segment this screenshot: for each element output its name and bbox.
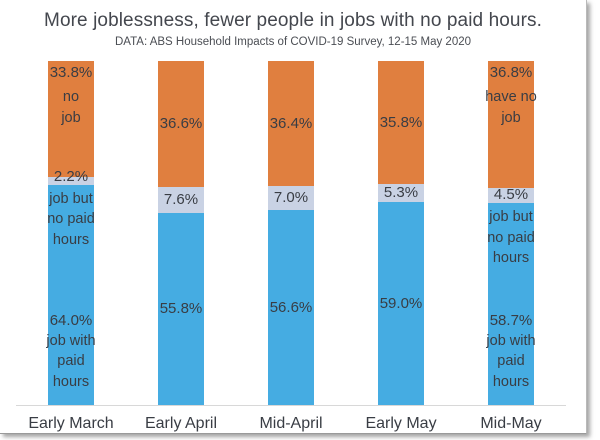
segment-job-no-paid-hours bbox=[48, 177, 94, 185]
bar-early-april: 36.6% 7.6% 55.8% bbox=[158, 61, 204, 405]
value-label-job-no-paid-hours: 4.5% bbox=[493, 186, 529, 204]
bar-mid-april: 36.4% 7.0% 56.6% bbox=[268, 61, 314, 405]
value-label-job-paid-hours: 58.7% job with paid hours bbox=[486, 311, 536, 390]
segment-job-paid-hours bbox=[268, 210, 314, 405]
segment-job-no-paid-hours bbox=[378, 184, 424, 203]
x-axis-label-early-march: Early March bbox=[28, 415, 114, 432]
segment-no-job bbox=[488, 61, 534, 188]
value-label-job-paid-hours: 64.0% job with paid hours bbox=[46, 311, 96, 390]
value-label-job-no-paid-hours: 7.0% bbox=[273, 189, 309, 207]
segment-label-no-job: no job bbox=[61, 89, 81, 126]
bar-slot: 36.4% 7.0% 56.6% bbox=[236, 61, 346, 405]
segment-job-paid-hours bbox=[48, 184, 94, 405]
segment-label-no-job: have no job bbox=[485, 89, 537, 126]
segment-job-no-paid-hours bbox=[268, 186, 314, 211]
x-axis-label-mid-april: Mid-April bbox=[259, 415, 323, 432]
bar-slot: 33.8% no job 2.2% job but no paid hours 64.0% jo… bbox=[16, 61, 126, 405]
value-label-job-no-paid-hours: 7.6% bbox=[163, 190, 199, 208]
segment-no-job bbox=[48, 61, 94, 178]
bar-slot: 35.8% 5.3% 59.0% bbox=[346, 61, 456, 405]
x-axis-label-early-may: Early May bbox=[365, 415, 437, 432]
segment-job-paid-hours bbox=[378, 202, 424, 405]
x-axis-label-early-april: Early April bbox=[144, 415, 218, 432]
segment-job-paid-hours bbox=[488, 203, 534, 405]
segment-label-job-no-paid-hours: job but no paid hours bbox=[47, 190, 95, 248]
stacked-bar-chart: 33.8% no job 2.2% job but no paid hours 64.0% jo… bbox=[16, 61, 566, 433]
x-axis-labels: Early March Early April Mid-April Early May… bbox=[16, 415, 566, 433]
plot-area: 33.8% no job 2.2% job but no paid hours 64.0% jo… bbox=[16, 61, 566, 406]
segment-no-job bbox=[378, 61, 424, 185]
value-label-job-paid-hours: 55.8% bbox=[159, 300, 203, 318]
value-label-job-no-paid-hours: 5.3% bbox=[383, 184, 419, 202]
segment-no-job bbox=[158, 61, 204, 187]
bar-slot: 36.6% 7.6% 55.8% bbox=[126, 61, 236, 405]
segment-job-no-paid-hours bbox=[488, 187, 534, 204]
x-axis-label-mid-may: Mid-May bbox=[480, 415, 542, 432]
chart-title: More joblessness, fewer people in jobs w… bbox=[44, 10, 542, 31]
bar-mid-may: 36.8% have no job 4.5% job but no paid hours 58… bbox=[485, 61, 537, 405]
value-label-no-job: 35.8% bbox=[379, 113, 423, 131]
bar-early-may: 35.8% 5.3% 59.0% bbox=[378, 61, 424, 405]
segment-job-paid-hours bbox=[158, 213, 204, 405]
segment-job-no-paid-hours bbox=[158, 186, 204, 214]
value-label-job-paid-hours: 56.6% bbox=[269, 298, 313, 316]
bar-slot: 36.8% have no job 4.5% job but no paid hours 58… bbox=[456, 61, 566, 405]
value-label-no-job: 36.4% bbox=[269, 114, 313, 132]
value-label-job-paid-hours: 59.0% bbox=[379, 294, 423, 312]
chart-card: More joblessness, fewer people in jobs w… bbox=[0, 0, 587, 434]
value-label-no-job: 36.6% bbox=[159, 114, 203, 132]
value-label-job-no-paid-hours: 2.2% bbox=[53, 167, 89, 185]
value-label-no-job: 36.8% bbox=[489, 64, 533, 81]
value-label-no-job: 33.8% bbox=[49, 64, 93, 81]
segment-label-job-no-paid-hours: job but no paid hours bbox=[487, 209, 535, 267]
bar-early-march: 33.8% no job 2.2% job but no paid hours 64.0% jo… bbox=[46, 61, 96, 405]
chart-subtitle: DATA: ABS Household Impacts of COVID-19 … bbox=[114, 36, 472, 48]
segment-no-job bbox=[268, 61, 314, 187]
